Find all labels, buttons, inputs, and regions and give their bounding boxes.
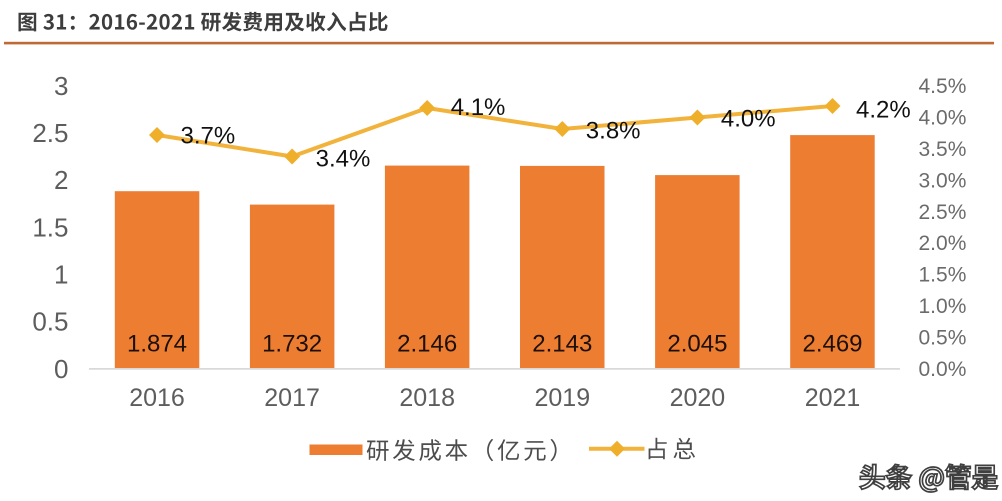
svg-text:2.5: 2.5 xyxy=(32,118,68,148)
svg-text:4.2%: 4.2% xyxy=(856,97,911,124)
svg-text:2: 2 xyxy=(54,165,68,195)
svg-text:1.732: 1.732 xyxy=(262,331,322,358)
svg-text:2021: 2021 xyxy=(805,384,861,412)
svg-text:2.146: 2.146 xyxy=(397,331,457,358)
svg-text:4.0%: 4.0% xyxy=(721,106,776,133)
svg-text:2.143: 2.143 xyxy=(532,331,592,358)
svg-text:2019: 2019 xyxy=(534,384,590,412)
svg-text:2018: 2018 xyxy=(399,384,455,412)
svg-text:3: 3 xyxy=(54,71,68,101)
svg-text:2.0%: 2.0% xyxy=(919,232,967,255)
svg-text:3.7%: 3.7% xyxy=(181,123,236,150)
svg-text:1.874: 1.874 xyxy=(127,331,187,358)
svg-text:2.045: 2.045 xyxy=(667,331,727,358)
svg-text:1.5%: 1.5% xyxy=(919,264,967,287)
svg-text:3.5%: 3.5% xyxy=(919,138,967,161)
svg-text:4.5%: 4.5% xyxy=(919,75,967,98)
svg-text:2016: 2016 xyxy=(129,384,185,412)
svg-text:2.469: 2.469 xyxy=(802,331,862,358)
svg-text:0: 0 xyxy=(54,354,68,384)
svg-text:0.5: 0.5 xyxy=(32,307,68,337)
svg-text:1: 1 xyxy=(54,260,68,290)
svg-text:1.0%: 1.0% xyxy=(919,295,967,318)
svg-text:0.5%: 0.5% xyxy=(919,327,967,350)
svg-text:2020: 2020 xyxy=(670,384,726,412)
svg-text:4.0%: 4.0% xyxy=(919,106,967,129)
svg-text:3.4%: 3.4% xyxy=(316,146,371,173)
svg-text:1.5: 1.5 xyxy=(32,212,68,242)
svg-text:2017: 2017 xyxy=(264,384,320,412)
svg-text:0.0%: 0.0% xyxy=(919,358,967,381)
svg-text:3.8%: 3.8% xyxy=(586,118,641,145)
svg-text:4.1%: 4.1% xyxy=(451,94,506,121)
svg-text:2.5%: 2.5% xyxy=(919,201,967,224)
svg-text:3.0%: 3.0% xyxy=(919,169,967,192)
